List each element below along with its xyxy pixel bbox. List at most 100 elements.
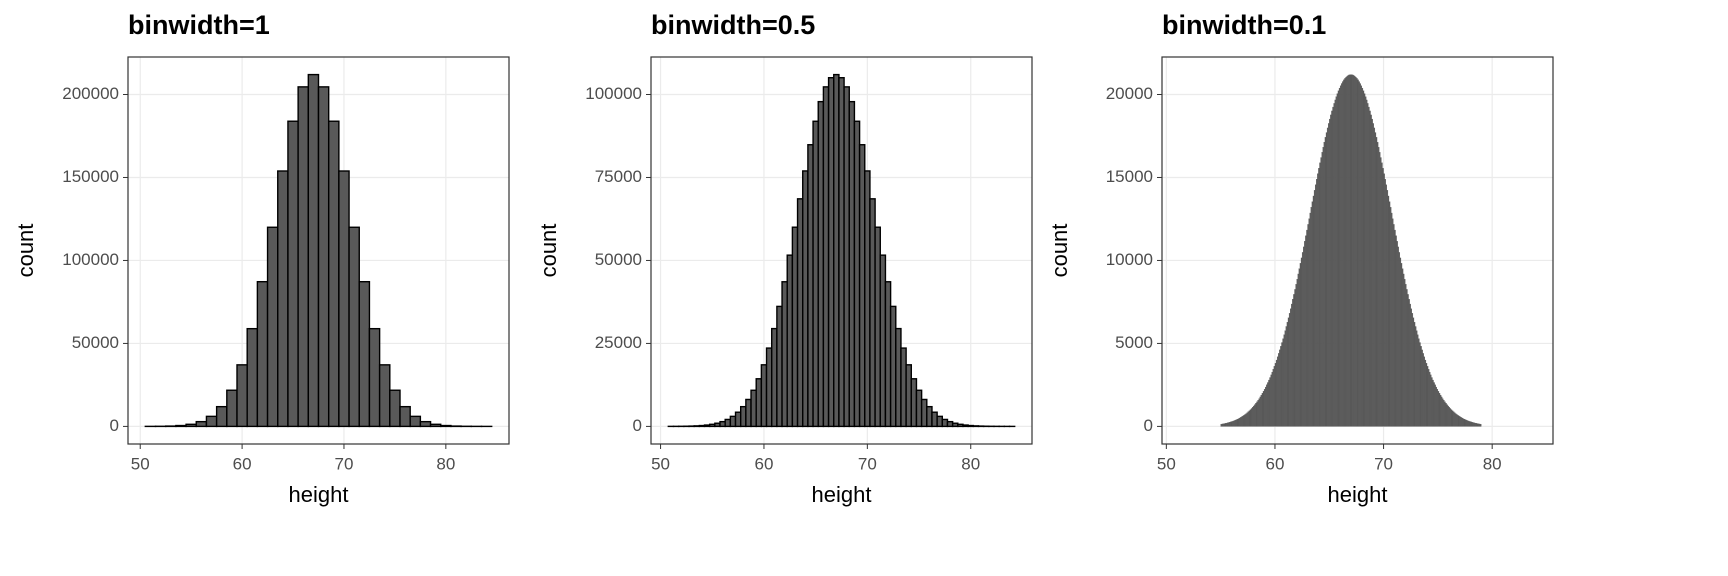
x-axis-title: height xyxy=(1328,482,1388,507)
bar xyxy=(1424,359,1427,427)
bar xyxy=(1263,389,1266,427)
bar xyxy=(1469,421,1471,427)
bar xyxy=(693,425,701,428)
bar xyxy=(941,418,949,428)
bar xyxy=(1254,404,1256,427)
bar xyxy=(1406,289,1408,427)
bar xyxy=(1478,423,1481,427)
bar xyxy=(1480,424,1482,427)
bar xyxy=(1298,268,1301,427)
bar xyxy=(1421,349,1423,427)
bar xyxy=(1335,96,1338,427)
bar xyxy=(1355,76,1357,427)
bar xyxy=(1377,147,1380,427)
bar xyxy=(1222,423,1225,427)
bar xyxy=(1432,379,1434,427)
bar xyxy=(1255,403,1257,427)
bar xyxy=(1262,391,1265,427)
bar xyxy=(879,254,887,428)
bar xyxy=(1331,110,1333,427)
bar xyxy=(1339,85,1342,427)
y-axis-title: count xyxy=(536,224,561,278)
bar xyxy=(1413,322,1416,427)
plot-border xyxy=(1161,56,1554,445)
bar xyxy=(1243,415,1245,427)
bar xyxy=(1380,157,1382,427)
bar xyxy=(1414,326,1417,427)
bar xyxy=(1321,152,1323,427)
bar xyxy=(1247,411,1250,427)
y-tick-label: 200000 xyxy=(62,84,119,103)
y-tick-label: 100000 xyxy=(62,250,119,269)
bar xyxy=(1237,418,1240,427)
bar xyxy=(745,398,752,428)
x-tick-label: 60 xyxy=(233,454,252,473)
bar xyxy=(1348,74,1351,427)
panel: 0 25000 50000 75000 100000 50 60 70 80 binwidth=0… xyxy=(536,10,1033,507)
bar xyxy=(1270,374,1272,427)
bar xyxy=(1416,330,1418,427)
bar xyxy=(1388,201,1391,427)
bar xyxy=(1329,118,1331,427)
bar xyxy=(1260,394,1263,427)
bar xyxy=(1234,420,1237,427)
bar xyxy=(1228,422,1230,427)
bar xyxy=(1269,377,1271,427)
bar xyxy=(1457,415,1459,427)
bar xyxy=(1408,299,1410,427)
bar xyxy=(1249,409,1252,427)
chart-title: binwidth=0.1 xyxy=(1162,10,1326,40)
bar xyxy=(703,424,711,428)
bar xyxy=(1317,173,1319,427)
bar xyxy=(1412,317,1415,427)
bar xyxy=(1322,147,1324,427)
bar xyxy=(755,378,763,428)
bar xyxy=(1330,114,1332,427)
bar xyxy=(884,281,892,428)
bar xyxy=(1345,76,1347,427)
y-axis-title: count xyxy=(1047,224,1072,278)
bar xyxy=(1353,75,1355,427)
bar xyxy=(1442,398,1444,427)
bar xyxy=(1417,334,1419,427)
bar xyxy=(1418,338,1420,427)
bar xyxy=(1411,313,1414,427)
bar xyxy=(287,120,299,428)
bar xyxy=(317,86,330,428)
bar xyxy=(812,120,819,428)
x-tick-label: 60 xyxy=(754,454,773,473)
x-tick-label: 80 xyxy=(436,454,455,473)
bar xyxy=(399,405,411,428)
bar xyxy=(1256,401,1258,427)
bar xyxy=(1382,168,1384,427)
bar xyxy=(440,424,452,428)
panel: 0 5000 10000 15000 20000 50 60 70 80 binwidth=0.1… xyxy=(1047,10,1554,507)
bar xyxy=(708,423,716,428)
bar xyxy=(920,398,928,428)
bar xyxy=(1248,410,1251,427)
bar xyxy=(1231,421,1233,427)
bar xyxy=(1235,419,1238,427)
bar xyxy=(205,415,218,428)
bar xyxy=(848,100,856,428)
bar xyxy=(864,170,871,428)
bar xyxy=(1308,218,1310,427)
bar xyxy=(1318,168,1320,427)
bar xyxy=(1465,420,1468,427)
bar xyxy=(1387,195,1390,427)
bar xyxy=(1471,422,1473,427)
y-tick-label: 5000 xyxy=(1115,333,1153,352)
bar xyxy=(1310,207,1313,427)
bar xyxy=(1379,152,1381,427)
bar xyxy=(967,424,975,428)
bar xyxy=(1311,201,1314,427)
bar xyxy=(1472,422,1474,427)
bar xyxy=(796,198,804,428)
bar xyxy=(1358,81,1360,427)
bar xyxy=(858,144,866,428)
bar xyxy=(1293,294,1295,427)
bar xyxy=(1427,369,1430,427)
bar xyxy=(1300,257,1303,427)
bar xyxy=(1477,423,1480,427)
bar xyxy=(1294,289,1296,427)
